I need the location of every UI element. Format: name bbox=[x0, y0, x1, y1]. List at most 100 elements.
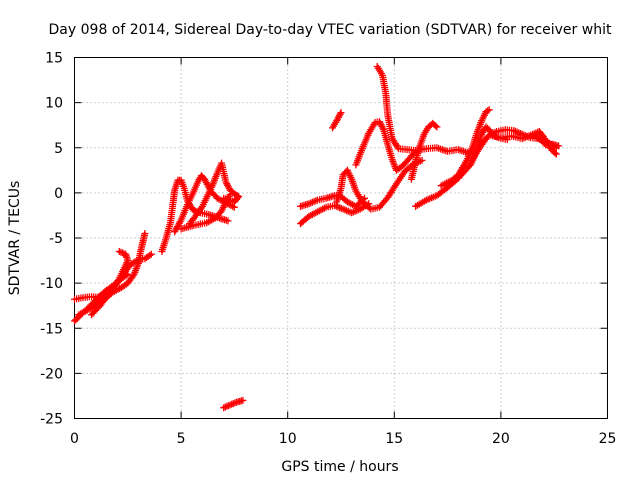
data-point bbox=[307, 202, 311, 205]
x-tick-label: 5 bbox=[177, 431, 186, 447]
data-point bbox=[139, 250, 142, 253]
data-point bbox=[98, 304, 102, 307]
series-track-3 bbox=[75, 230, 149, 319]
data-point bbox=[339, 111, 343, 114]
data-point bbox=[363, 197, 366, 200]
data-point bbox=[395, 182, 398, 185]
data-point bbox=[384, 92, 387, 95]
data-point bbox=[118, 250, 121, 253]
data-point bbox=[414, 160, 417, 163]
data-point bbox=[435, 146, 439, 149]
data-point bbox=[316, 210, 319, 213]
data-point bbox=[203, 178, 206, 181]
data-point bbox=[324, 197, 328, 200]
data-point bbox=[192, 209, 196, 213]
data-point bbox=[126, 259, 129, 262]
series-track-16 bbox=[407, 119, 441, 183]
y-tick-label: 5 bbox=[54, 141, 63, 157]
series-track-8 bbox=[177, 191, 234, 233]
series-track-15 bbox=[373, 63, 473, 157]
data-point bbox=[81, 296, 85, 299]
data-point bbox=[173, 189, 176, 192]
data-point bbox=[395, 169, 398, 172]
axis-ticks bbox=[74, 57, 608, 419]
data-point bbox=[90, 295, 93, 298]
data-point bbox=[197, 179, 200, 183]
data-point bbox=[350, 178, 353, 181]
data-point bbox=[431, 122, 434, 125]
data-point bbox=[369, 207, 372, 211]
y-tick-label: 0 bbox=[54, 186, 63, 202]
data-point bbox=[341, 173, 345, 176]
data-point bbox=[237, 195, 240, 198]
data-point bbox=[115, 281, 119, 285]
data-point bbox=[467, 164, 471, 167]
data-point bbox=[386, 196, 390, 199]
series-marks bbox=[75, 230, 149, 319]
data-point bbox=[169, 221, 172, 224]
data-point bbox=[107, 292, 110, 296]
data-point bbox=[228, 193, 232, 196]
series-track-21 bbox=[531, 132, 562, 150]
data-point bbox=[235, 401, 238, 404]
data-point bbox=[504, 128, 507, 131]
data-point bbox=[550, 142, 554, 146]
data-point bbox=[143, 232, 147, 235]
data-point bbox=[354, 205, 358, 208]
data-point bbox=[420, 159, 424, 162]
data-point bbox=[171, 205, 174, 208]
data-point bbox=[241, 399, 245, 402]
data-point bbox=[94, 304, 98, 307]
y-tick-labels: 15 10 5 0 -5 -10 -15 -20 -25 bbox=[40, 51, 63, 428]
data-point bbox=[386, 115, 390, 118]
data-point bbox=[382, 128, 385, 131]
data-point bbox=[126, 272, 129, 276]
data-point bbox=[220, 161, 223, 165]
data-point bbox=[440, 184, 443, 187]
data-point bbox=[350, 211, 353, 214]
data-point bbox=[173, 230, 176, 233]
data-point bbox=[228, 189, 232, 192]
data-point bbox=[435, 194, 439, 197]
x-tick-label: 0 bbox=[70, 431, 79, 447]
y-axis-label: SDTVAR / TECUs bbox=[7, 181, 23, 296]
data-point bbox=[339, 187, 343, 190]
data-point bbox=[484, 125, 488, 129]
y-tick-label: 10 bbox=[45, 96, 63, 112]
data-point bbox=[90, 313, 93, 316]
data-point bbox=[529, 133, 532, 137]
data-point bbox=[186, 203, 189, 206]
data-point bbox=[478, 146, 481, 149]
y-tick-label: -20 bbox=[40, 366, 63, 382]
data-point bbox=[480, 133, 483, 136]
data-point bbox=[521, 133, 524, 136]
data-point bbox=[359, 207, 362, 211]
data-point bbox=[373, 121, 377, 124]
data-point bbox=[126, 281, 129, 285]
series-track-18 bbox=[437, 106, 493, 190]
data-point bbox=[211, 182, 215, 185]
data-point bbox=[133, 272, 136, 276]
y-tick-label: -10 bbox=[40, 276, 63, 292]
data-point bbox=[194, 214, 198, 217]
data-point bbox=[463, 170, 466, 173]
data-point bbox=[488, 108, 491, 112]
data-point bbox=[73, 298, 76, 301]
data-point bbox=[228, 403, 232, 407]
data-point bbox=[205, 221, 208, 224]
data-point bbox=[105, 289, 108, 292]
data-point bbox=[446, 150, 449, 153]
data-point bbox=[489, 133, 492, 137]
data-point bbox=[418, 144, 422, 148]
data-point bbox=[299, 222, 302, 225]
data-point bbox=[192, 224, 196, 227]
data-point bbox=[410, 178, 413, 181]
data-point bbox=[233, 200, 236, 204]
data-point bbox=[316, 198, 319, 202]
data-point bbox=[122, 268, 125, 271]
data-point bbox=[124, 253, 127, 256]
data-point bbox=[192, 189, 196, 193]
data-point bbox=[484, 110, 488, 113]
